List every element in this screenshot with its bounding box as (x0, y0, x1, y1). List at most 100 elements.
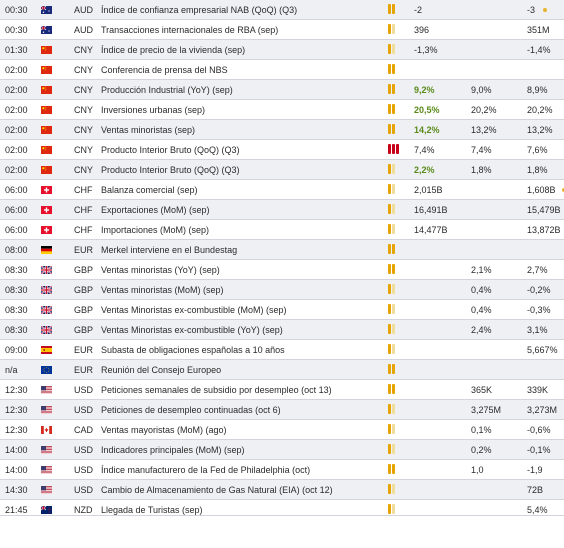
event-name[interactable]: Llegada de Turistas (sep) (101, 505, 203, 515)
table-row[interactable]: 14:00 USD Índice manufacturero de la Fed d… (0, 460, 564, 480)
flag-switzerland-icon (41, 206, 52, 214)
table-row[interactable]: 08:30 GBP Ventas Minoristas ex-combustible… (0, 300, 564, 320)
table-row[interactable]: 02:00 CNY Producto Interior Bruto (QoQ) (Q… (0, 140, 564, 160)
importance-bar-empty (392, 404, 395, 414)
event-name[interactable]: Producto Interior Bruto (QoQ) (Q3) (101, 145, 240, 155)
importance-bar (388, 84, 391, 94)
event-name[interactable]: Ventas minoristas (YoY) (sep) (101, 265, 220, 275)
table-row[interactable]: 08:30 GBP Ventas Minoristas ex-combustible… (0, 320, 564, 340)
event-time: 06:00 (5, 205, 28, 215)
actual-value: 9,2% (414, 85, 435, 95)
forecast-value: 1,0 (471, 465, 484, 475)
table-row[interactable]: 06:00 CHF Importaciones (MoM) (sep) 14,477B… (0, 220, 564, 240)
previous-value: 2,7% (527, 265, 548, 275)
event-time: 02:00 (5, 145, 28, 155)
table-row[interactable]: 08:30 GBP Ventas minoristas (MoM) (sep) 0,4… (0, 280, 564, 300)
event-name[interactable]: Producto Interior Bruto (QoQ) (Q3) (101, 165, 240, 175)
importance-icon (388, 144, 399, 156)
flag-china-icon (41, 146, 52, 154)
importance-bar-empty (392, 184, 395, 194)
event-name[interactable]: Ventas Minoristas ex-combustible (MoM) (… (101, 305, 287, 315)
table-row[interactable]: 02:00 CNY Ventas minoristas (sep) 14,2% 13,2… (0, 120, 564, 140)
table-row[interactable]: 02:00 CNY Producto Interior Bruto (QoQ) (Q… (0, 160, 564, 180)
event-name[interactable]: Reunión del Consejo Europeo (101, 365, 222, 375)
table-row[interactable]: n/a EUR Reunión del Consejo Europeo (0, 360, 564, 380)
importance-bar (392, 84, 395, 94)
event-name[interactable]: Conferencia de prensa del NBS (101, 65, 228, 75)
forecast-value: 0,1% (471, 425, 492, 435)
event-time: 09:00 (5, 345, 28, 355)
importance-icon (388, 104, 395, 116)
currency-code: EUR (74, 365, 94, 375)
importance-bar (388, 364, 391, 374)
economic-calendar-table: 00:30 AUD Índice de confianza empresarial … (0, 0, 564, 516)
event-name[interactable]: Cambio de Almacenamiento de Gas Natural … (101, 485, 333, 495)
event-name[interactable]: Inversiones urbanas (sep) (101, 105, 206, 115)
importance-bar (392, 364, 395, 374)
table-row[interactable]: 02:00 CNY Conferencia de prensa del NBS (0, 60, 564, 80)
event-name[interactable]: Subasta de obligaciones españolas a 10 a… (101, 345, 285, 355)
event-name[interactable]: Ventas Minoristas ex-combustible (YoY) (… (101, 325, 283, 335)
table-row[interactable]: 14:00 USD Indicadores principales (MoM) (s… (0, 440, 564, 460)
table-row[interactable]: 12:30 USD Peticiones semanales de subsidio… (0, 380, 564, 400)
event-name[interactable]: Balanza comercial (sep) (101, 185, 198, 195)
importance-icon (388, 24, 395, 36)
table-row[interactable]: 06:00 CHF Exportaciones (MoM) (sep) 16,491B… (0, 200, 564, 220)
forecast-value: 365K (471, 385, 493, 395)
event-name[interactable]: Ventas minoristas (sep) (101, 125, 196, 135)
table-row[interactable]: 14:30 USD Cambio de Almacenamiento de Gas … (0, 480, 564, 500)
event-name[interactable]: Índice manufacturero de la Fed de Philad… (101, 465, 311, 475)
event-name[interactable]: Producción Industrial (YoY) (sep) (101, 85, 233, 95)
importance-bar (388, 204, 391, 214)
importance-bar (392, 144, 395, 154)
event-name[interactable]: Indicadores principales (MoM) (sep) (101, 445, 245, 455)
importance-icon (388, 264, 395, 276)
table-row[interactable]: 08:30 GBP Ventas minoristas (YoY) (sep) 2,1… (0, 260, 564, 280)
forecast-value: 0,4% (471, 305, 492, 315)
event-name[interactable]: Ventas minoristas (MoM) (sep) (101, 285, 224, 295)
forecast-value: 1,8% (471, 165, 492, 175)
flag-usa-icon (41, 466, 52, 474)
event-name[interactable]: Merkel interviene en el Bundestag (101, 245, 238, 255)
importance-icon (388, 64, 395, 76)
previous-value: 13,2% (527, 125, 553, 135)
event-time: 06:00 (5, 185, 28, 195)
currency-code: USD (74, 445, 94, 455)
table-row[interactable]: 06:00 CHF Balanza comercial (sep) 2,015B 1,6… (0, 180, 564, 200)
importance-bar-empty (392, 284, 395, 294)
importance-bar-empty (392, 304, 395, 314)
table-row[interactable]: 12:30 CAD Ventas mayoristas (MoM) (ago) 0,1… (0, 420, 564, 440)
table-row[interactable]: 01:30 CNY Índice de precio de la vivienda … (0, 40, 564, 60)
table-row[interactable]: 12:30 USD Peticiones de desempleo continua… (0, 400, 564, 420)
table-row[interactable]: 00:30 AUD Transacciones internacionales de… (0, 20, 564, 40)
table-row[interactable]: 02:00 CNY Inversiones urbanas (sep) 20,5% 20… (0, 100, 564, 120)
event-name[interactable]: Transacciones internacionales de RBA (se… (101, 25, 279, 35)
importance-bar (388, 404, 391, 414)
event-name[interactable]: Exportaciones (MoM) (sep) (101, 205, 210, 215)
table-row[interactable]: 00:30 AUD Índice de confianza empresarial … (0, 0, 564, 20)
event-name[interactable]: Peticiones semanales de subsidio por des… (101, 385, 332, 395)
previous-value: -0,6% (527, 425, 551, 435)
currency-code: NZD (74, 505, 93, 515)
importance-bar (388, 464, 391, 474)
event-name[interactable]: Ventas mayoristas (MoM) (ago) (101, 425, 227, 435)
importance-icon (388, 124, 395, 136)
table-row[interactable]: 08:00 EUR Merkel interviene en el Bundesta… (0, 240, 564, 260)
previous-value: -0,2% (527, 285, 551, 295)
importance-bar-empty (392, 224, 395, 234)
table-row[interactable]: 09:00 EUR Subasta de obligaciones española… (0, 340, 564, 360)
flag-uk-icon (41, 266, 52, 274)
currency-code: AUD (74, 25, 94, 35)
actual-value: 2,015B (414, 185, 443, 195)
importance-bar-empty (392, 424, 395, 434)
importance-icon (388, 244, 395, 256)
table-row[interactable]: 21:45 NZD Llegada de Turistas (sep) 5,4% (0, 500, 564, 516)
event-name[interactable]: Importaciones (MoM) (sep) (101, 225, 210, 235)
flag-china-icon (41, 46, 52, 54)
event-name[interactable]: Índice de precio de la vivienda (sep) (101, 45, 246, 55)
flag-china-icon (41, 66, 52, 74)
event-name[interactable]: Peticiones de desempleo continuadas (oct… (101, 405, 281, 415)
event-name[interactable]: Índice de confianza empresarial NAB (QoQ… (101, 5, 298, 15)
table-row[interactable]: 02:00 CNY Producción Industrial (YoY) (sep… (0, 80, 564, 100)
importance-bar (388, 444, 391, 454)
